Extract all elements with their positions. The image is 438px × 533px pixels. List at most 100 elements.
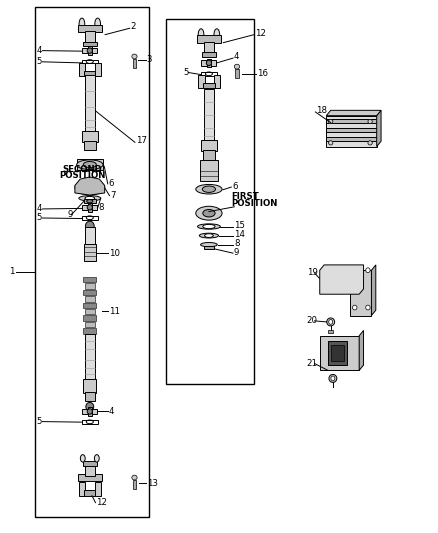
- Bar: [201, 60, 216, 66]
- Bar: [85, 75, 95, 132]
- Bar: [82, 420, 98, 424]
- Text: 6: 6: [109, 180, 114, 188]
- Bar: [326, 137, 377, 141]
- Polygon shape: [75, 177, 105, 195]
- Text: 19: 19: [307, 269, 318, 277]
- Text: 15: 15: [234, 221, 245, 230]
- Polygon shape: [320, 265, 364, 294]
- Bar: [133, 480, 136, 489]
- Bar: [204, 89, 214, 141]
- Text: 6: 6: [232, 182, 238, 190]
- Text: 4: 4: [109, 407, 114, 416]
- Ellipse shape: [327, 318, 335, 326]
- Ellipse shape: [83, 161, 96, 168]
- Bar: [82, 205, 97, 210]
- Bar: [77, 159, 103, 170]
- Bar: [350, 270, 371, 316]
- Ellipse shape: [206, 60, 212, 66]
- Bar: [326, 119, 377, 123]
- Bar: [83, 303, 96, 308]
- Bar: [83, 461, 97, 466]
- Bar: [84, 244, 96, 261]
- Bar: [320, 336, 359, 370]
- Ellipse shape: [331, 376, 335, 381]
- Bar: [84, 71, 95, 76]
- Ellipse shape: [196, 184, 222, 194]
- Text: 4: 4: [36, 46, 42, 55]
- Ellipse shape: [87, 409, 92, 414]
- Text: 14: 14: [234, 230, 245, 239]
- Ellipse shape: [87, 48, 92, 53]
- Bar: [214, 75, 220, 88]
- Text: 5: 5: [36, 417, 42, 426]
- Bar: [85, 227, 95, 245]
- Bar: [85, 284, 95, 289]
- Bar: [79, 63, 85, 76]
- Bar: [204, 42, 214, 53]
- Bar: [83, 316, 96, 321]
- Bar: [82, 48, 97, 53]
- Ellipse shape: [328, 141, 333, 145]
- Text: 12: 12: [255, 29, 266, 37]
- Bar: [85, 296, 95, 302]
- Bar: [201, 72, 217, 76]
- Bar: [82, 409, 97, 414]
- Ellipse shape: [353, 268, 357, 273]
- Text: POSITION: POSITION: [231, 199, 278, 207]
- Ellipse shape: [328, 319, 333, 324]
- Bar: [207, 59, 211, 67]
- Text: 12: 12: [96, 498, 107, 507]
- Bar: [200, 160, 218, 181]
- Bar: [326, 128, 377, 132]
- Ellipse shape: [198, 224, 220, 229]
- Text: 17: 17: [136, 136, 147, 145]
- Bar: [328, 341, 347, 365]
- Bar: [85, 334, 95, 381]
- Bar: [83, 290, 96, 295]
- Ellipse shape: [201, 243, 217, 247]
- Text: 16: 16: [257, 69, 268, 78]
- Bar: [203, 83, 215, 88]
- Bar: [84, 199, 96, 203]
- Bar: [82, 216, 98, 220]
- Bar: [84, 490, 95, 496]
- Bar: [203, 150, 215, 160]
- Ellipse shape: [85, 221, 94, 231]
- Text: SECOND: SECOND: [63, 165, 102, 174]
- Bar: [88, 203, 92, 212]
- Bar: [166, 19, 254, 384]
- Bar: [35, 7, 149, 517]
- Bar: [85, 322, 95, 327]
- Bar: [85, 392, 95, 401]
- Bar: [88, 407, 92, 416]
- Bar: [83, 379, 96, 393]
- Text: 10: 10: [109, 249, 120, 257]
- Polygon shape: [371, 265, 376, 316]
- Text: 1: 1: [9, 268, 14, 276]
- Ellipse shape: [214, 29, 219, 41]
- Text: 5: 5: [36, 58, 42, 66]
- Text: 21: 21: [307, 359, 318, 368]
- Text: 18: 18: [316, 107, 327, 115]
- Text: 4: 4: [234, 52, 240, 61]
- Bar: [326, 116, 377, 147]
- Text: 8: 8: [234, 239, 240, 248]
- Bar: [82, 131, 98, 142]
- Ellipse shape: [205, 233, 213, 237]
- Text: FIRST: FIRST: [231, 192, 259, 201]
- Bar: [235, 69, 239, 78]
- Ellipse shape: [353, 305, 357, 310]
- Ellipse shape: [132, 475, 137, 480]
- Text: 2: 2: [131, 22, 136, 31]
- Ellipse shape: [199, 233, 219, 238]
- Bar: [88, 46, 92, 55]
- Bar: [198, 75, 205, 88]
- Bar: [202, 52, 216, 57]
- Ellipse shape: [368, 119, 372, 124]
- Text: 11: 11: [109, 307, 120, 316]
- Ellipse shape: [87, 205, 92, 210]
- Text: 3: 3: [147, 55, 152, 64]
- Text: 13: 13: [147, 479, 158, 488]
- Bar: [95, 63, 101, 76]
- Bar: [79, 482, 85, 496]
